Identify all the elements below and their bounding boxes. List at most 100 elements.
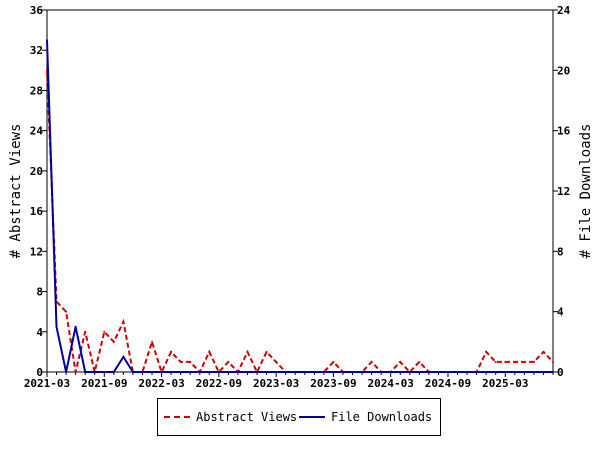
data-point-abstract-views: [74, 371, 77, 373]
data-point-file-downloads: [532, 371, 535, 373]
data-point-abstract-views: [418, 360, 421, 363]
data-point-file-downloads: [46, 39, 48, 42]
data-point-abstract-views: [532, 360, 535, 363]
data-point-file-downloads: [542, 371, 545, 373]
data-point-file-downloads: [418, 371, 421, 373]
data-point-file-downloads: [275, 371, 278, 373]
data-point-file-downloads: [198, 371, 201, 373]
data-point-file-downloads: [322, 371, 325, 373]
data-point-abstract-views: [265, 350, 268, 353]
y-left-tick-label: 16: [30, 205, 44, 218]
y-left-tick-label: 32: [30, 44, 43, 57]
y-axis-left: 0 4 8 12 16 20 24 28 32 36: [30, 4, 47, 379]
legend-label-abstract-views: Abstract Views: [196, 410, 298, 424]
y-axis-left-title: # Abstract Views: [8, 124, 24, 259]
data-point-file-downloads: [112, 371, 115, 373]
x-tick-label: 2023-03: [253, 377, 299, 390]
data-point-abstract-views: [332, 360, 335, 363]
data-point-file-downloads: [380, 371, 383, 373]
y-right-tick-label: 16: [557, 125, 571, 138]
y-right-tick-label: 12: [557, 185, 570, 198]
x-tick-label: 2022-09: [196, 377, 242, 390]
x-tick-label: 2023-09: [310, 377, 356, 390]
data-point-file-downloads: [370, 371, 373, 373]
data-point-file-downloads: [552, 371, 554, 373]
y-left-tick-label: 28: [30, 84, 43, 97]
data-point-file-downloads: [294, 371, 297, 373]
y-left-tick-label: 36: [30, 4, 44, 17]
data-point-file-downloads: [361, 371, 364, 373]
y-right-tick-label: 8: [557, 245, 564, 258]
data-point-file-downloads: [65, 371, 68, 373]
legend-swatch-file-downloads: [299, 416, 325, 418]
series-layer: [46, 39, 554, 375]
data-point-abstract-views: [275, 360, 278, 363]
data-point-file-downloads: [236, 371, 239, 373]
x-tick-label: 2025-03: [482, 377, 528, 390]
legend-item-abstract-views: Abstract Views: [164, 410, 297, 424]
data-point-file-downloads: [103, 371, 106, 373]
data-point-file-downloads: [227, 371, 230, 373]
y-left-tick-label: 0: [36, 366, 43, 379]
legend-item-file-downloads: File Downloads: [299, 410, 432, 424]
x-tick-label: 2021-09: [81, 377, 127, 390]
y-left-tick-label: 24: [30, 125, 44, 138]
data-point-file-downloads: [84, 371, 87, 373]
data-point-abstract-views: [151, 340, 154, 343]
data-point-file-downloads: [485, 371, 488, 373]
data-point-file-downloads: [160, 371, 163, 373]
data-point-file-downloads: [456, 371, 459, 373]
data-point-file-downloads: [475, 371, 478, 373]
data-point-abstract-views: [179, 360, 182, 363]
data-point-file-downloads: [246, 371, 249, 373]
data-point-abstract-views: [504, 360, 507, 363]
data-point-file-downloads: [466, 371, 469, 373]
plot-frame: [46, 9, 554, 373]
data-point-file-downloads: [408, 371, 411, 373]
data-point-abstract-views: [103, 330, 106, 333]
data-point-file-downloads: [93, 371, 96, 373]
data-point-abstract-views: [122, 320, 125, 323]
data-point-abstract-views: [552, 360, 554, 363]
data-point-abstract-views: [65, 310, 68, 313]
y-right-tick-label: 4: [557, 306, 564, 319]
data-point-file-downloads: [351, 371, 354, 373]
data-point-file-downloads: [179, 371, 182, 373]
data-point-file-downloads: [399, 371, 402, 373]
data-point-abstract-views: [208, 350, 211, 353]
data-point-file-downloads: [74, 325, 77, 328]
data-point-file-downloads: [494, 371, 497, 373]
data-point-file-downloads: [513, 371, 516, 373]
data-point-file-downloads: [151, 371, 154, 373]
data-point-file-downloads: [303, 371, 306, 373]
x-tick-label: 2024-09: [425, 377, 471, 390]
data-point-abstract-views: [246, 350, 249, 353]
legend-label-file-downloads: File Downloads: [331, 410, 433, 424]
data-point-file-downloads: [122, 355, 125, 358]
data-point-file-downloads: [427, 371, 430, 373]
data-point-abstract-views: [494, 360, 497, 363]
data-point-file-downloads: [389, 371, 392, 373]
data-point-file-downloads: [170, 371, 173, 373]
data-point-abstract-views: [84, 330, 87, 333]
data-point-abstract-views: [399, 360, 402, 363]
y-left-tick-label: 4: [36, 326, 43, 339]
data-point-abstract-views: [170, 350, 173, 353]
data-point-file-downloads: [523, 371, 526, 373]
data-point-abstract-views: [485, 350, 488, 353]
data-point-file-downloads: [284, 371, 287, 373]
data-point-abstract-views: [112, 340, 115, 343]
data-point-abstract-views: [513, 360, 516, 363]
data-point-abstract-views: [227, 360, 230, 363]
series-line-abstract-views: [46, 70, 554, 375]
x-tick-label: 2022-03: [138, 377, 184, 390]
data-point-file-downloads: [55, 325, 58, 328]
data-point-file-downloads: [131, 371, 134, 373]
data-point-abstract-views: [523, 360, 526, 363]
data-point-file-downloads: [446, 371, 449, 373]
data-point-file-downloads: [332, 371, 335, 373]
y-right-tick-label: 24: [557, 4, 571, 17]
data-point-file-downloads: [504, 371, 507, 373]
data-point-abstract-views: [189, 360, 192, 363]
x-tick-label: 2021-03: [24, 377, 70, 390]
